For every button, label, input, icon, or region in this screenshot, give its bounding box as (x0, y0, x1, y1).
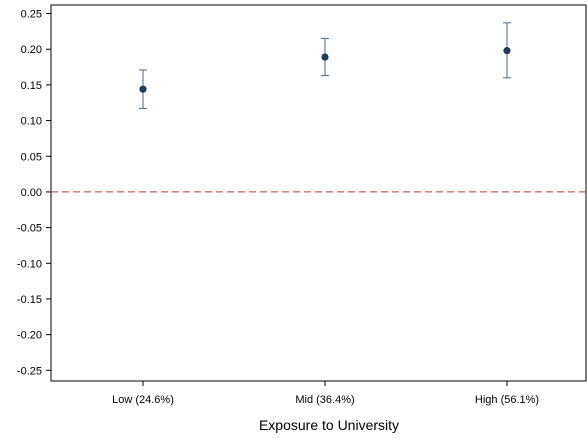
data-point (503, 47, 511, 55)
data-point (139, 85, 147, 93)
x-tick-label: Mid (36.4%) (295, 394, 354, 406)
y-tick-label: 0.05 (21, 151, 42, 163)
x-axis-title: Exposure to University (259, 417, 399, 433)
y-tick-label: -0.10 (17, 258, 42, 270)
y-tick-label: 0.25 (21, 9, 42, 21)
y-tick-label: -0.15 (17, 294, 42, 306)
y-tick-label: -0.20 (17, 330, 42, 342)
y-tick-label: -0.05 (17, 223, 42, 235)
y-tick-label: 0.10 (21, 116, 42, 128)
y-tick-label: 0.20 (21, 44, 42, 56)
y-tick-label: 0.15 (21, 80, 42, 92)
y-tick-label: -0.25 (17, 365, 42, 377)
plot-area: 0.25 0.20 0.15 0.10 0.05 0.00 -0.05 -0.10 -0.15 -… (17, 4, 587, 406)
x-tick-label: High (56.1%) (475, 394, 539, 406)
plot-frame (50, 4, 587, 382)
y-tick-label: 0.00 (21, 187, 42, 199)
data-point (321, 53, 329, 61)
x-tick-label: Low (24.6%) (112, 394, 174, 406)
